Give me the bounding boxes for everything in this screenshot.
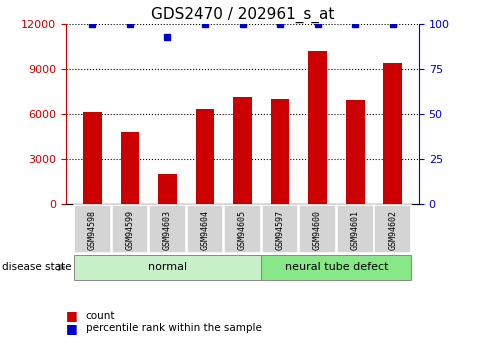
Title: GDS2470 / 202961_s_at: GDS2470 / 202961_s_at (151, 7, 334, 23)
Text: ■: ■ (66, 309, 78, 322)
Bar (112, 205, 148, 253)
Bar (261, 255, 412, 280)
Text: GSM94604: GSM94604 (200, 209, 210, 249)
Bar (74, 205, 111, 253)
Bar (224, 205, 261, 253)
Bar (337, 205, 373, 253)
Text: count: count (86, 311, 115, 321)
Bar (383, 63, 402, 204)
Text: GSM94601: GSM94601 (351, 209, 360, 249)
Bar (187, 205, 223, 253)
Text: GSM94600: GSM94600 (313, 209, 322, 249)
Bar (299, 205, 336, 253)
Text: normal: normal (148, 263, 187, 272)
Text: disease state: disease state (2, 263, 72, 272)
Text: GSM94597: GSM94597 (275, 209, 285, 249)
Bar (374, 205, 411, 253)
Text: GSM94602: GSM94602 (388, 209, 397, 249)
Bar (346, 100, 365, 204)
Text: neural tube defect: neural tube defect (285, 263, 388, 272)
Bar (196, 109, 215, 204)
Text: GSM94605: GSM94605 (238, 209, 247, 249)
Bar (308, 51, 327, 204)
Bar (262, 205, 298, 253)
Bar (74, 255, 261, 280)
Bar (121, 132, 139, 204)
Text: GSM94603: GSM94603 (163, 209, 172, 249)
Bar (233, 97, 252, 204)
Text: GSM94599: GSM94599 (125, 209, 134, 249)
Text: GSM94598: GSM94598 (88, 209, 97, 249)
Bar (270, 99, 290, 204)
Bar (158, 174, 177, 204)
Bar (83, 112, 102, 204)
Text: ■: ■ (66, 322, 78, 335)
Text: percentile rank within the sample: percentile rank within the sample (86, 324, 262, 333)
Bar (149, 205, 186, 253)
